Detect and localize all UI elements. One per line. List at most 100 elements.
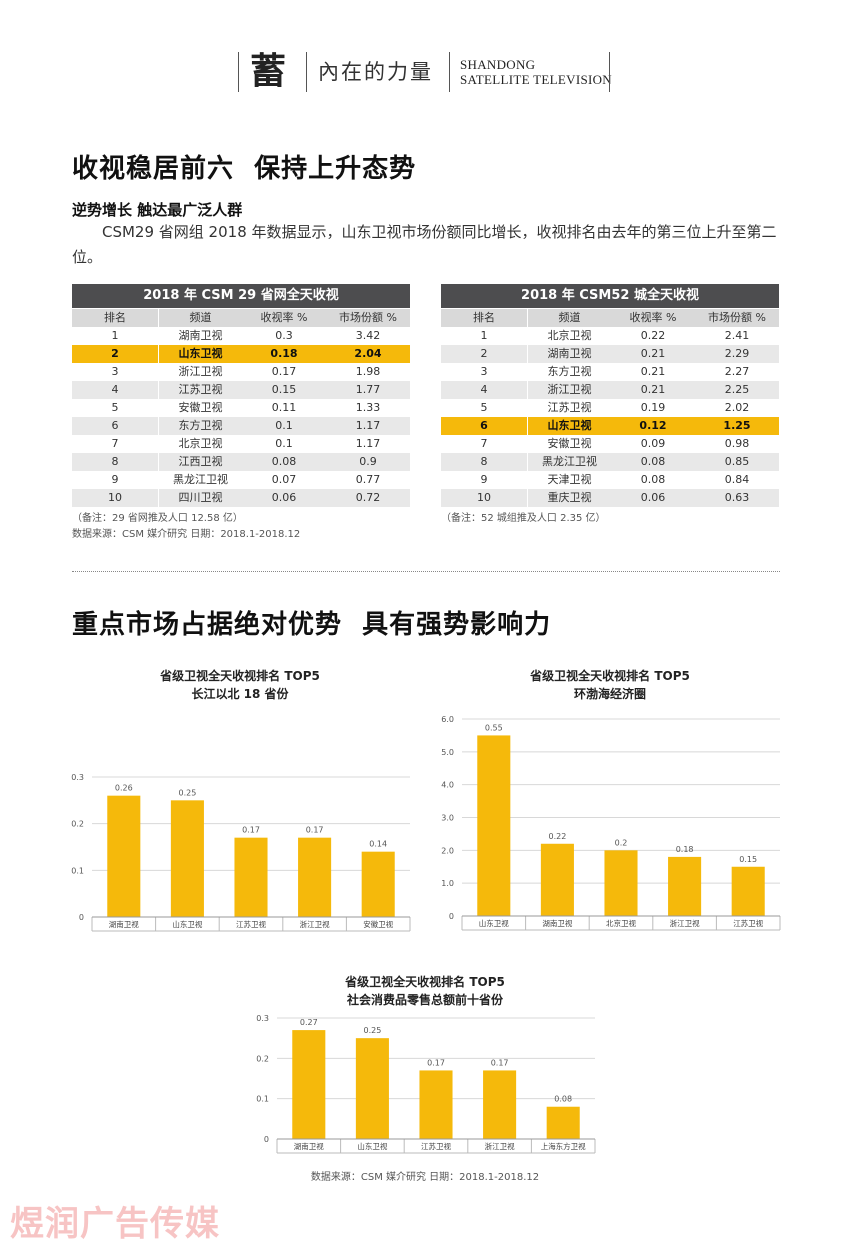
data-label: 0.55 (485, 723, 503, 732)
x-tick-label: 江苏卫视 (421, 1141, 451, 1151)
table-row: 3 浙江卫视 0.17 1.98 (72, 363, 410, 381)
section2-title: 重点市场占据绝对优势 具有强势影响力 (72, 610, 552, 640)
table-cell: 0.19 (640, 401, 666, 414)
data-label: 0.18 (676, 845, 694, 854)
table-header-cell: 市场份额 % (339, 311, 397, 324)
table-cell: 江西卫视 (158, 453, 242, 471)
chart-source: 数据来源：CSM 媒介研究 日期：2018.1-2018.12 (310, 1172, 540, 1183)
table-csm52: 2018 年 CSM52 城全天收视 排名 频道 收视率 % 市场份额 % 1 北… (441, 284, 779, 507)
table-cell: 1 (480, 329, 488, 342)
table2-note: （备注：52 城组推及人口 2.35 亿） (441, 513, 606, 524)
table-cell: 1.25 (723, 419, 751, 432)
table-row: 6 东方卫视 0.1 1.17 (72, 417, 410, 435)
x-tick-label: 北京卫视 (606, 918, 636, 928)
table-header-cell: 频道 (158, 309, 242, 327)
table-cell: 6 (480, 419, 488, 432)
y-tick-label: 0.3 (256, 1014, 269, 1023)
table-row: 10 重庆卫视 0.06 0.63 (441, 489, 779, 507)
table-header-cell: 频道 (527, 309, 611, 327)
header-divider-left (238, 52, 239, 92)
table-cell: 浙江卫视 (158, 363, 242, 381)
x-tick-label: 安徽卫视 (363, 919, 393, 929)
chart1-subtitle: 长江以北 18 省份 (191, 687, 289, 701)
header-brand: SHANDONG SATELLITE TELEVISION (460, 57, 612, 87)
table-cell: 黑龙江卫视 (527, 453, 611, 471)
table-cell: 0.08 (640, 455, 666, 468)
table-cell: 2 (111, 347, 119, 360)
table-cell: 4 (111, 383, 119, 396)
y-tick-label: 0.1 (71, 866, 84, 875)
table-cell: 3.42 (355, 329, 381, 342)
bar (355, 1038, 389, 1139)
table-cell: 山东卫视 (527, 417, 611, 435)
chart2-title: 省级卫视全天收视排名 TOP5 (530, 669, 690, 683)
table-cell: 0.09 (640, 437, 666, 450)
table-cell: 2 (480, 347, 488, 360)
table-header-row: 排名 频道 收视率 % 市场份额 % (441, 309, 779, 327)
data-label: 0.17 (491, 1058, 509, 1067)
table-header-cell: 收视率 % (260, 311, 308, 324)
data-label: 0.25 (178, 788, 196, 797)
table-cell: 黑龙江卫视 (158, 471, 242, 489)
table-cell: 0.06 (271, 491, 297, 504)
section-divider (72, 571, 780, 572)
table-cell: 0.85 (724, 455, 750, 468)
header-brand-line2: SATELLITE TELEVISION (460, 72, 612, 87)
bar (234, 837, 268, 917)
x-tick-label: 浙江卫视 (670, 918, 700, 928)
y-tick-label: 0.3 (71, 773, 84, 782)
header-logo: 蓄 (250, 50, 287, 92)
x-tick-label: 山东卫视 (172, 919, 202, 929)
chart3-subtitle: 社会消费品零售总额前十省份 (346, 993, 503, 1007)
chart3-title-block: 省级卫视全天收视排名 TOP5 社会消费品零售总额前十省份 (270, 973, 580, 1009)
data-label: 0.14 (369, 840, 387, 849)
chart1-title: 省级卫视全天收视排名 TOP5 (160, 669, 320, 683)
bar (361, 851, 395, 917)
x-tick-label: 山东卫视 (479, 918, 509, 928)
table-header-cell: 收视率 % (629, 311, 677, 324)
table-cell: 0.21 (640, 347, 666, 360)
table-cell: 0.63 (724, 491, 750, 504)
header-slogan: 內在的力量 (318, 60, 433, 84)
data-label: 0.26 (115, 784, 133, 793)
table-title: 2018 年 CSM 29 省网全天收视 (72, 284, 410, 308)
y-tick-label: 0 (449, 912, 454, 921)
chart1-title-block: 省级卫视全天收视排名 TOP5 长江以北 18 省份 (100, 667, 380, 703)
table-cell: 9 (111, 473, 119, 486)
table-cell: 0.06 (640, 491, 666, 504)
table1-source: 数据来源：CSM 媒介研究 日期：2018.1-2018.12 (72, 529, 301, 540)
header-divider-mid (306, 52, 307, 92)
section1-subtitle: 逆势增长 触达最广泛人群 (72, 201, 243, 219)
header-brand-line1: SHANDONG (460, 57, 536, 72)
x-tick-label: 上海东方卫视 (541, 1141, 586, 1151)
table-row: 7 北京卫视 0.1 1.17 (72, 435, 410, 453)
table-cell: 0.15 (271, 383, 297, 396)
y-tick-label: 4.0 (441, 781, 454, 790)
table-cell: 东方卫视 (158, 417, 242, 435)
table-cell: 山东卫视 (158, 345, 242, 363)
table-cell: 0.3 (275, 329, 293, 342)
table-cell: 8 (480, 455, 488, 468)
table-cell: 北京卫视 (158, 435, 242, 453)
table-cell: 9 (480, 473, 488, 486)
table-cell: 5 (111, 401, 119, 414)
table-cell: 1 (111, 329, 119, 342)
table-cell: 4 (480, 383, 488, 396)
x-tick-label: 湖南卫视 (109, 919, 139, 929)
bar (292, 1030, 326, 1139)
header-divider-end (609, 52, 610, 92)
table-cell: 浙江卫视 (527, 381, 611, 399)
table-cell: 1.98 (355, 365, 381, 378)
y-tick-label: 2.0 (441, 846, 454, 855)
table-cell: 1.33 (355, 401, 381, 414)
data-label: 0.25 (363, 1026, 381, 1035)
x-tick-label: 江苏卫视 (733, 918, 763, 928)
watermark: 煜润广告传媒 (10, 1204, 220, 1244)
table-cell: 7 (111, 437, 119, 450)
table-row: 4 浙江卫视 0.21 2.25 (441, 381, 779, 399)
table-cell: 0.08 (271, 455, 297, 468)
table-cell: 3 (480, 365, 488, 378)
x-tick-label: 山东卫视 (357, 1141, 387, 1151)
table-cell: 0.98 (724, 437, 750, 450)
table-row: 2 湖南卫视 0.21 2.29 (441, 345, 779, 363)
